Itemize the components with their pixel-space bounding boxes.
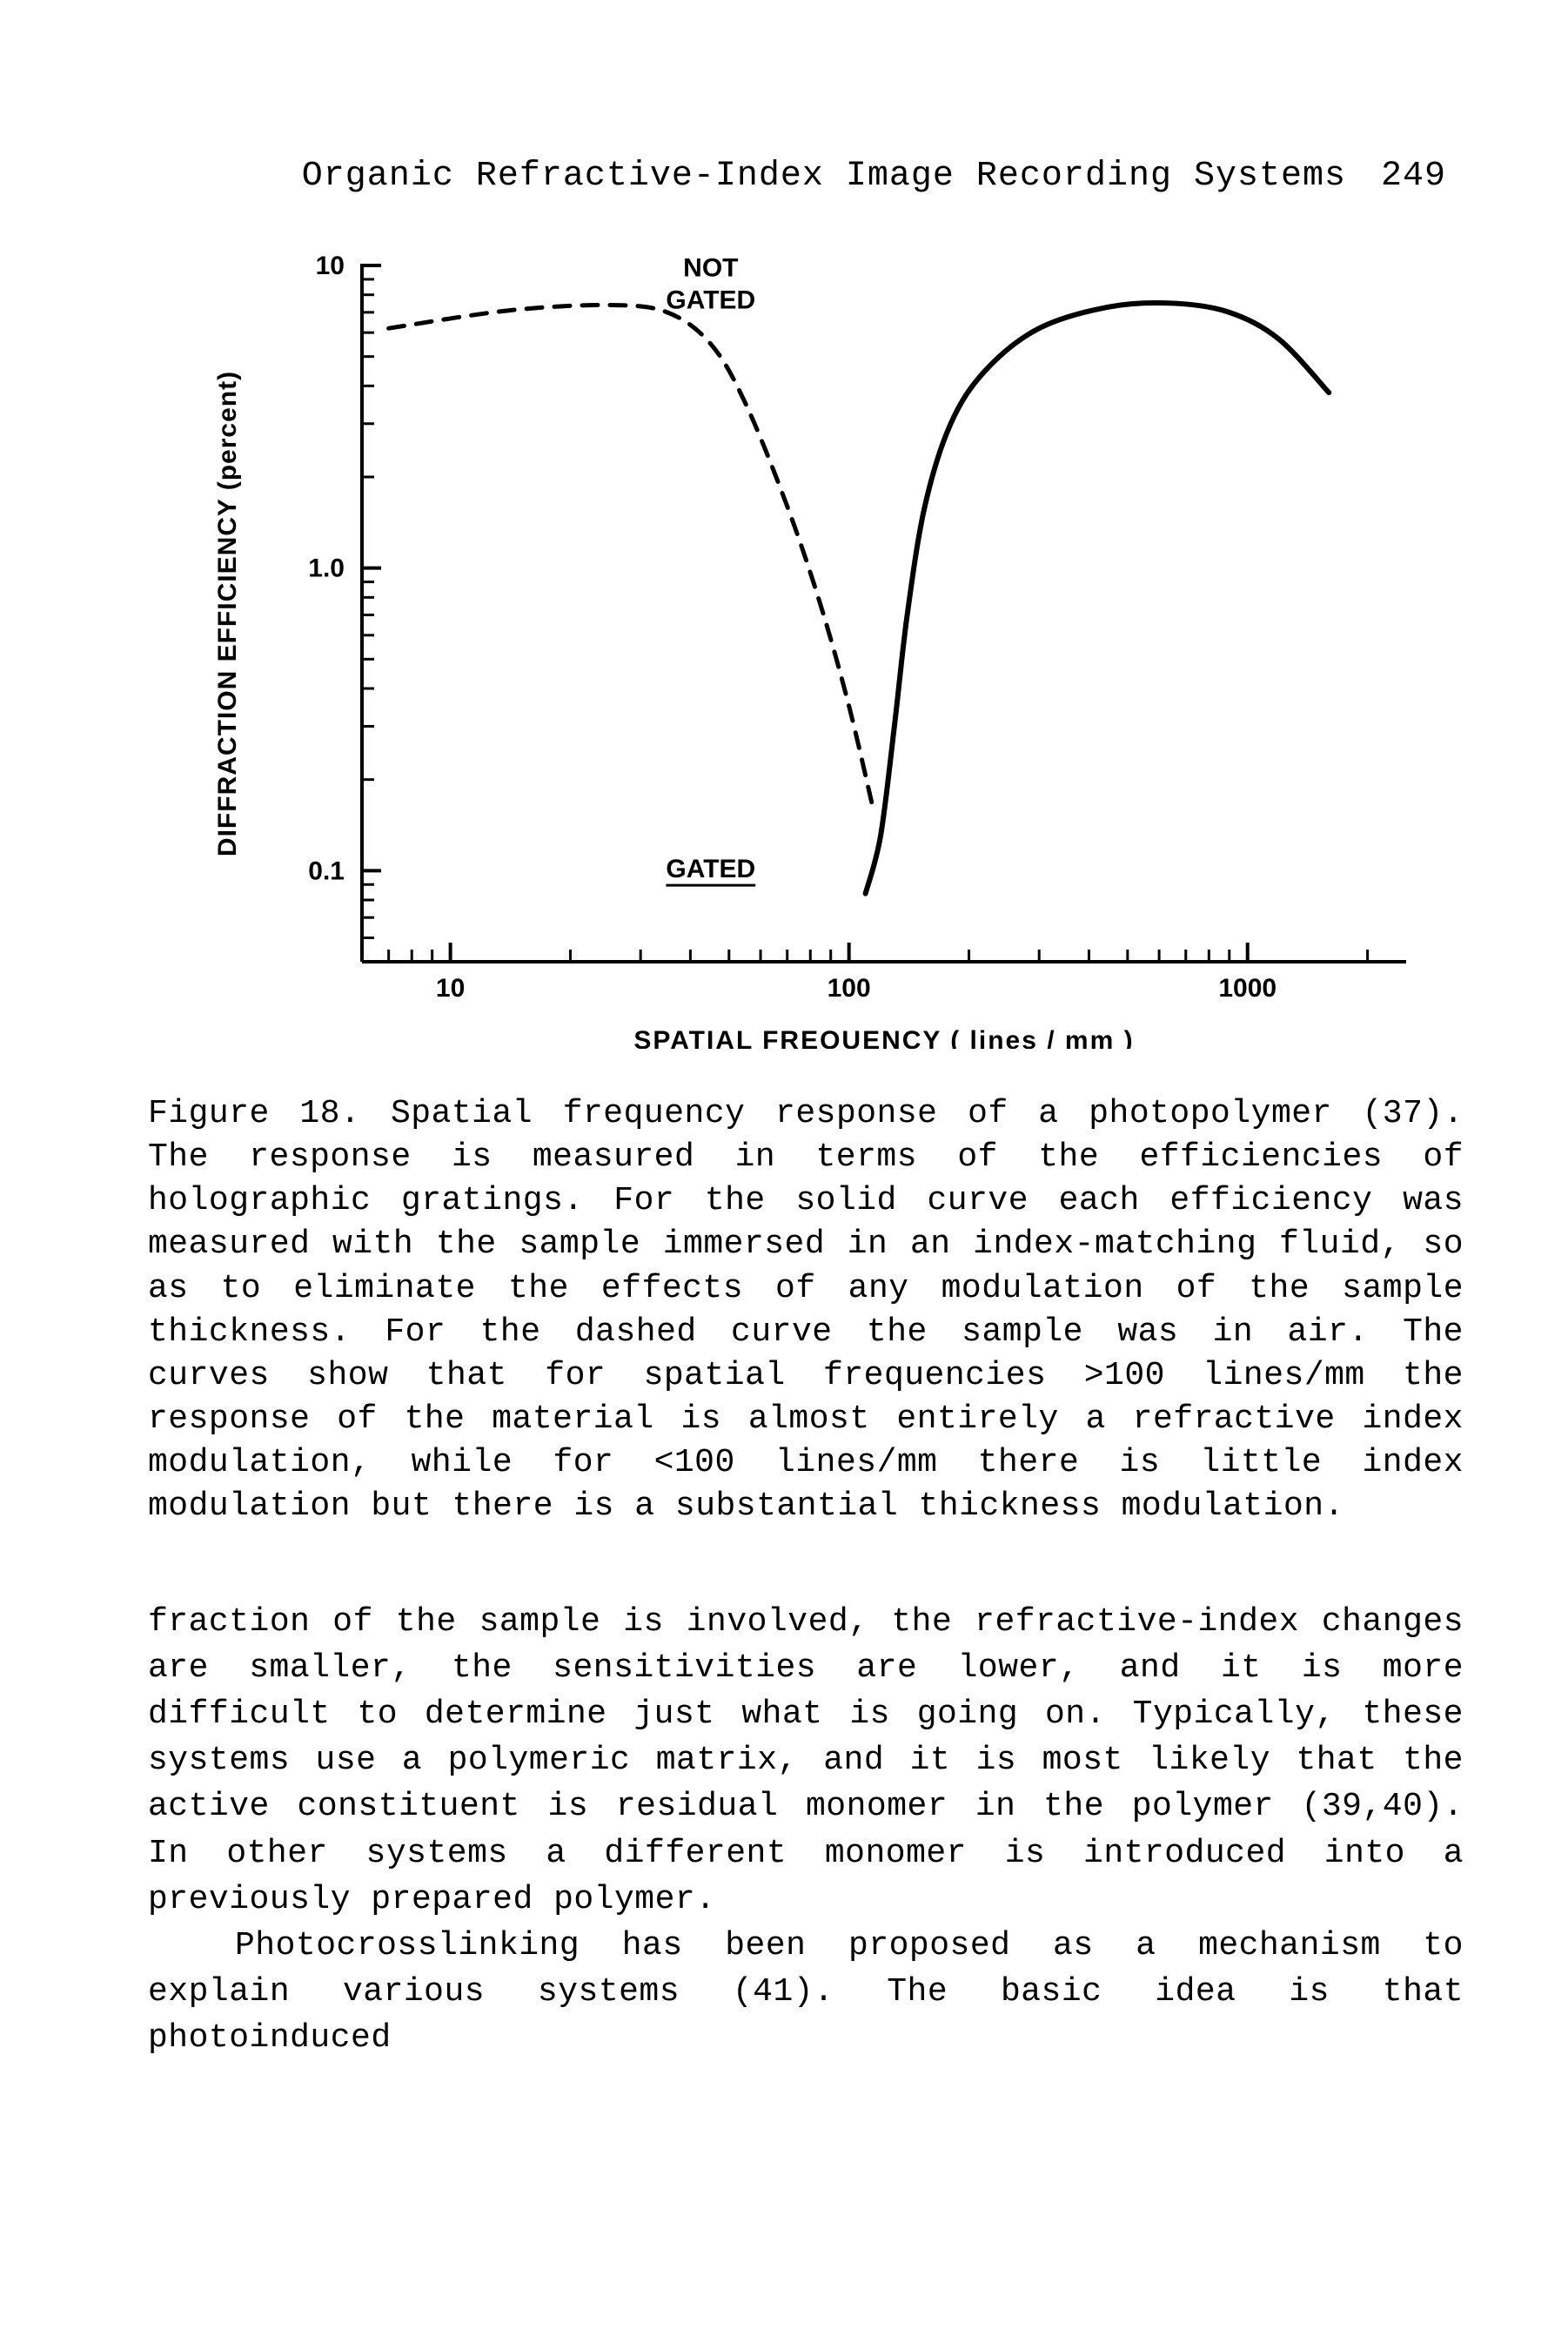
- svg-text:10: 10: [436, 974, 465, 1003]
- svg-text:0.1: 0.1: [308, 856, 345, 885]
- svg-text:100: 100: [828, 974, 871, 1003]
- page: Organic Refractive-Index Image Recording…: [0, 0, 1568, 2350]
- body-paragraph-2: Photocrosslinking has been proposed as a…: [148, 1923, 1464, 2062]
- body-text: fraction of the sample is involved, the …: [148, 1599, 1464, 2062]
- svg-text:GATED: GATED: [666, 855, 755, 883]
- svg-text:10: 10: [316, 252, 345, 280]
- svg-text:SPATIAL FREQUENCY ( lines / m: SPATIAL FREQUENCY ( lines / mm ): [633, 1026, 1134, 1049]
- svg-text:NOT: NOT: [683, 254, 738, 283]
- svg-text:1000: 1000: [1218, 974, 1277, 1003]
- figure-chart: 10 100 1000 0.1 1.0 10 NOT GATED GATED SPATIAL FR…: [179, 248, 1432, 1049]
- svg-text:GATED: GATED: [666, 286, 755, 315]
- page-number: 249: [1381, 157, 1446, 196]
- running-head: Organic Refractive-Index Image Recording…: [148, 157, 1464, 196]
- running-head-title: Organic Refractive-Index Image Recording…: [302, 157, 1346, 196]
- body-paragraph-1: fraction of the sample is involved, the …: [148, 1599, 1464, 1923]
- figure-caption: Figure 18. Spatial frequency response of…: [148, 1092, 1464, 1529]
- figure-chart-wrap: 10 100 1000 0.1 1.0 10 NOT GATED GATED SPATIAL FR…: [148, 248, 1464, 1049]
- svg-text:1.0: 1.0: [308, 554, 345, 583]
- svg-text:DIFFRACTION EFFICIENCY (percen: DIFFRACTION EFFICIENCY (percent): [213, 371, 242, 856]
